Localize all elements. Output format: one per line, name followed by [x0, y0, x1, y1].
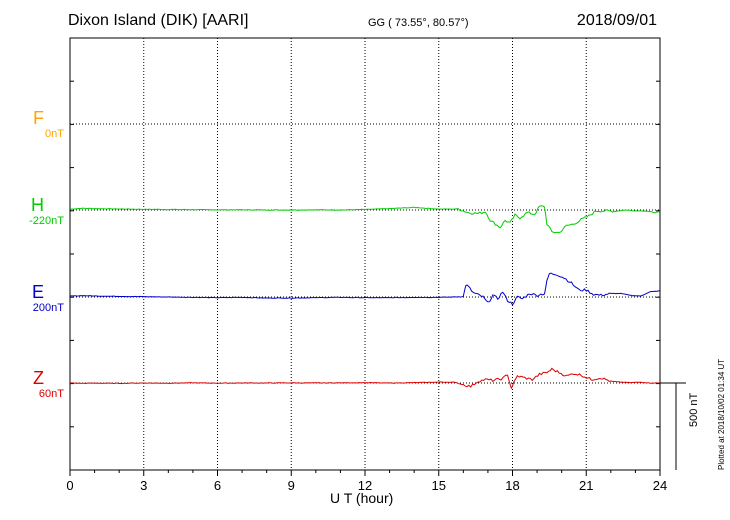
- component-label-z: Z 60nT: [0, 368, 64, 401]
- component-name-e: E: [31, 282, 44, 302]
- component-name-f: F: [33, 108, 44, 128]
- x-axis-tick-labels: 0 3 6 9 12 15 18 21 24: [66, 478, 667, 493]
- station-title: Dixon Island (DIK) [AARI]: [68, 12, 249, 29]
- scale-bar-label: 500 nT: [688, 392, 700, 427]
- component-offset-z: 60nT: [38, 388, 64, 400]
- component-offset-h: -220nT: [29, 215, 64, 227]
- x-tick-label: 24: [653, 478, 667, 493]
- component-label-h: H -220nT: [0, 195, 64, 228]
- x-axis-ticks: [69, 37, 661, 476]
- x-tick-label: 18: [505, 478, 519, 493]
- x-tick-label: 12: [358, 478, 372, 493]
- grid-lines: [70, 38, 660, 470]
- x-tick-label: 6: [214, 478, 221, 493]
- component-name-h: H: [31, 195, 44, 215]
- x-axis-label: U T (hour): [330, 490, 394, 506]
- series-lines: [69, 205, 661, 390]
- component-name-z: Z: [33, 368, 44, 388]
- x-tick-label: 9: [288, 478, 295, 493]
- component-label-e: E 200nT: [0, 282, 64, 315]
- series-line-h: [69, 205, 661, 234]
- series-line-e: [70, 272, 660, 306]
- x-tick-label: 21: [579, 478, 593, 493]
- x-tick-label: 0: [66, 478, 73, 493]
- plotted-timestamp: Plotted at 2018/10/02 01:34 UT: [717, 358, 726, 470]
- series-line-z: [69, 367, 660, 390]
- component-offset-e: 200nT: [32, 302, 64, 314]
- date-label: 2018/09/01: [576, 12, 657, 29]
- scale-bar: [660, 382, 686, 470]
- x-tick-label: 3: [140, 478, 147, 493]
- component-label-f: F 0nT: [0, 108, 64, 141]
- geographic-coordinates: GG ( 73.55°, 80.57°): [368, 17, 469, 29]
- component-offset-f: 0nT: [45, 128, 64, 140]
- x-tick-label: 15: [432, 478, 446, 493]
